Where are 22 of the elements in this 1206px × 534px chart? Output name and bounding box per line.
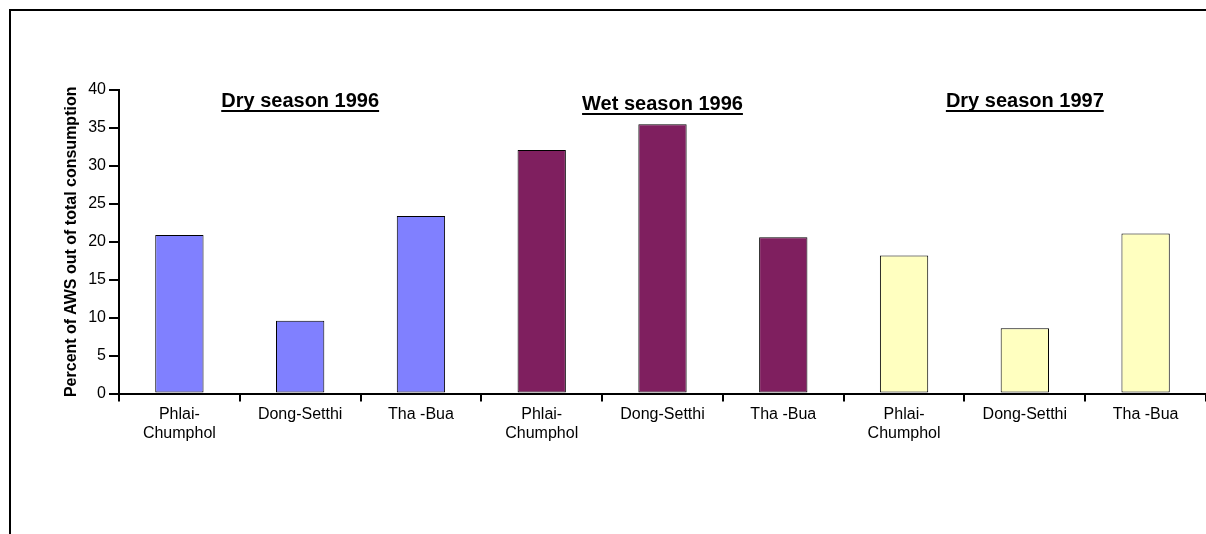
y-tick-label: 20 <box>88 232 107 250</box>
x-tick-label: Phlai- Chumphol <box>142 404 216 441</box>
y-axis-title: Percent of AWS out of total consumption <box>62 86 80 398</box>
annotation: Dry season 1997 <box>945 89 1104 111</box>
y-tick-label: 15 <box>88 270 107 288</box>
annotation: Dry season 1996 <box>221 89 380 111</box>
x-tick-label: Phlai- Chumphol <box>505 404 579 441</box>
y-tick-label: 10 <box>88 308 107 326</box>
y-tick-label: 30 <box>88 156 107 174</box>
y-tick-label: 40 <box>88 80 107 98</box>
y-tick-label: 25 <box>88 194 107 212</box>
annotation: Wet season 1996 <box>582 92 743 114</box>
y-tick-label: 0 <box>97 384 107 402</box>
y-tick-label: 35 <box>88 118 107 136</box>
x-tick-label: Tha -Bua <box>750 404 817 422</box>
x-tick-label: Dong-Setthi <box>257 404 343 422</box>
x-tick-label: Tha -Bua <box>1112 404 1179 422</box>
x-tick-label: Tha -Bua <box>388 404 454 422</box>
x-tick-label: Dong-Setthi <box>620 404 705 422</box>
y-tick-label: 5 <box>97 346 107 364</box>
x-tick-label: Phlai- Chumphol <box>867 404 941 441</box>
x-tick-label: Dong-Setthi <box>982 404 1068 422</box>
